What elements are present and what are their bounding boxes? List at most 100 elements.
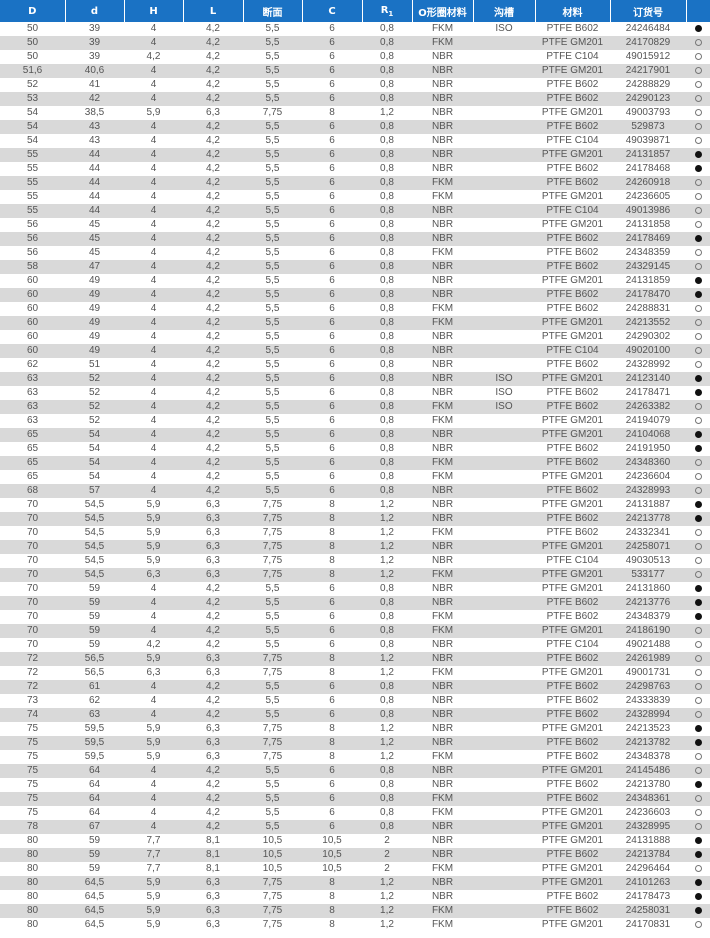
cell-oring-material: NBR bbox=[412, 428, 473, 442]
cell-d: 59 bbox=[65, 624, 124, 638]
cell-H: 4 bbox=[150, 79, 157, 90]
cell-R1: 0,8 bbox=[380, 443, 394, 454]
filled-circle-icon bbox=[694, 444, 702, 452]
cell-oring-material: NBR bbox=[412, 764, 473, 778]
cell-D: 75 bbox=[26, 807, 39, 818]
cell-groove bbox=[473, 190, 535, 204]
cell-L: 4,2 bbox=[206, 779, 220, 790]
cell-L: 4,2 bbox=[206, 443, 220, 454]
table-row: 58 47 4 4,2 5,5 6 0,8 NBR PTFE B602 24329145 bbox=[0, 260, 710, 274]
cell-D: 63 bbox=[0, 400, 65, 414]
cell-C: 6 bbox=[302, 708, 362, 722]
cell-H: 4 bbox=[150, 443, 157, 454]
cell-oring-material: FKM bbox=[412, 316, 473, 330]
table-row: 75 64 4 4,2 5,5 6 0,8 NBR PTFE GM201 24145486 bbox=[0, 764, 710, 778]
table-row: 80 59 7,7 8,1 10,5 10,5 2 NBR PTFE B602 24213784 bbox=[0, 848, 710, 862]
cell-availability bbox=[686, 344, 710, 358]
cell-groove bbox=[473, 302, 535, 316]
cell-D: 65 bbox=[26, 471, 39, 482]
cell-H: 5,9 bbox=[146, 723, 161, 734]
empty-circle-icon bbox=[694, 248, 702, 256]
table-row: 70 54,5 5,9 6,3 7,75 8 1,2 NBR PTFE B602 24213778 bbox=[0, 512, 710, 526]
cell-H: 4 bbox=[124, 288, 183, 302]
cell-R1: 0,8 bbox=[380, 163, 394, 174]
cell-availability bbox=[686, 36, 710, 50]
cell-L: 4,2 bbox=[183, 624, 243, 638]
cell-section: 7,75 bbox=[262, 555, 283, 566]
cell-material: PTFE GM201 bbox=[535, 428, 610, 442]
cell-C: 6 bbox=[302, 36, 362, 50]
cell-availability bbox=[686, 834, 710, 848]
cell-R1: 0,8 bbox=[362, 708, 412, 722]
cell-order-no: 24329145 bbox=[610, 260, 686, 274]
cell-R1: 1,2 bbox=[362, 568, 412, 582]
cell-oring-material: FKM bbox=[412, 792, 473, 806]
cell-order-no: 24178471 bbox=[625, 387, 671, 398]
cell-section: 5,5 bbox=[265, 51, 280, 62]
table-row: 54 43 4 4,2 5,5 6 0,8 NBR PTFE B602 529873 bbox=[0, 120, 710, 134]
cell-groove bbox=[473, 848, 535, 862]
cell-availability bbox=[686, 750, 710, 764]
col-header-order-no: 订货号 bbox=[610, 0, 687, 22]
cell-H: 4 bbox=[150, 303, 157, 314]
cell-d: 54,5 bbox=[84, 527, 105, 538]
cell-order-no: 49013986 bbox=[610, 204, 686, 218]
cell-order-no: 529873 bbox=[610, 120, 686, 134]
cell-L: 4,2 bbox=[206, 331, 220, 342]
cell-groove bbox=[473, 862, 535, 876]
cell-section: 5,5 bbox=[265, 359, 280, 370]
cell-R1: 0,8 bbox=[362, 680, 412, 694]
cell-groove bbox=[473, 106, 535, 120]
cell-order-no: 24213552 bbox=[610, 316, 686, 330]
cell-d: 52 bbox=[88, 415, 101, 426]
cell-d: 59,5 bbox=[65, 736, 124, 750]
cell-material: PTFE B602 bbox=[535, 708, 610, 722]
cell-L: 4,2 bbox=[206, 471, 220, 482]
cell-section: 5,5 bbox=[265, 583, 280, 594]
cell-availability bbox=[686, 22, 710, 36]
cell-H: 4 bbox=[124, 260, 183, 274]
cell-material: PTFE C104 bbox=[546, 135, 599, 146]
cell-availability bbox=[686, 218, 710, 232]
cell-C: 6 bbox=[302, 148, 362, 162]
cell-material: PTFE B602 bbox=[546, 23, 599, 34]
cell-R1: 0,8 bbox=[362, 316, 412, 330]
empty-circle-icon bbox=[694, 332, 702, 340]
cell-section: 5,5 bbox=[243, 232, 302, 246]
cell-d: 39 bbox=[88, 51, 101, 62]
cell-R1: 0,8 bbox=[380, 415, 394, 426]
cell-L: 4,2 bbox=[183, 484, 243, 498]
cell-material: PTFE B602 bbox=[535, 848, 610, 862]
cell-d: 49 bbox=[88, 275, 101, 286]
cell-d: 54 bbox=[65, 428, 124, 442]
cell-L: 4,2 bbox=[206, 415, 220, 426]
empty-circle-icon bbox=[694, 542, 702, 550]
cell-material: PTFE GM201 bbox=[541, 415, 604, 426]
table-row: 63 52 4 4,2 5,5 6 0,8 FKM PTFE GM201 24194079 bbox=[0, 414, 710, 428]
cell-order-no: 24178473 bbox=[625, 891, 671, 902]
filled-circle-icon bbox=[694, 612, 702, 620]
cell-R1: 1,2 bbox=[380, 555, 394, 566]
cell-order-no: 24101263 bbox=[610, 876, 686, 890]
cell-R1: 0,8 bbox=[380, 807, 394, 818]
table-row: 50 39 4,2 4,2 5,5 6 0,8 NBR PTFE C104 49015912 bbox=[0, 50, 710, 64]
cell-D: 55 bbox=[0, 176, 65, 190]
cell-d: 64 bbox=[88, 807, 101, 818]
cell-d: 59 bbox=[88, 863, 101, 874]
empty-circle-icon bbox=[694, 808, 702, 816]
empty-circle-icon bbox=[694, 472, 702, 480]
cell-order-no: 24191950 bbox=[625, 443, 671, 454]
cell-oring-material: NBR bbox=[412, 820, 473, 834]
cell-d: 43 bbox=[65, 120, 124, 134]
cell-C: 8 bbox=[302, 540, 362, 554]
empty-circle-icon bbox=[694, 486, 702, 494]
empty-circle-icon bbox=[694, 178, 702, 186]
cell-material: PTFE B602 bbox=[535, 680, 610, 694]
table-row: 78 67 4 4,2 5,5 6 0,8 NBR PTFE GM201 24328995 bbox=[0, 820, 710, 834]
cell-groove bbox=[473, 330, 535, 344]
col-header-section: 断面 bbox=[243, 0, 303, 22]
cell-C: 6 bbox=[329, 331, 335, 342]
cell-D: 56 bbox=[26, 219, 39, 230]
cell-groove bbox=[473, 288, 535, 302]
